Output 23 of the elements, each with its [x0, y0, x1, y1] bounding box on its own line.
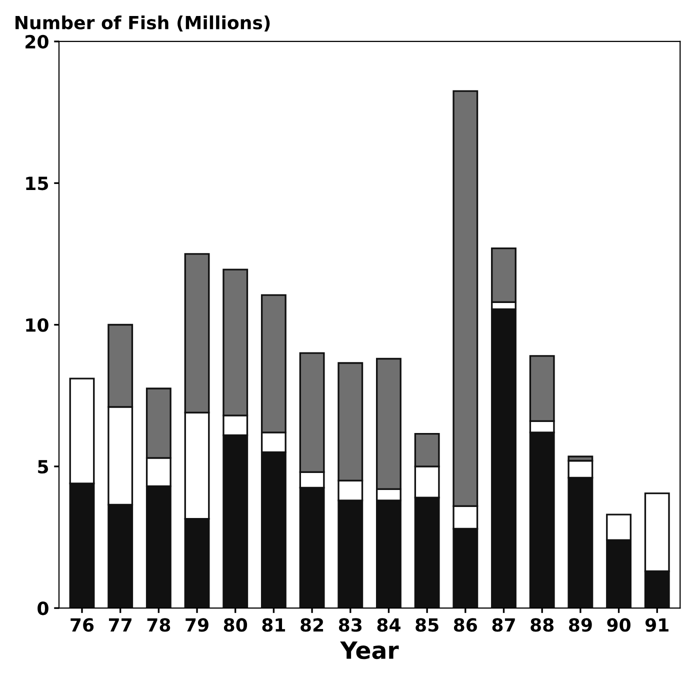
y-tick-label: 15 [26, 176, 48, 190]
x-tick-label: 80 [224, 618, 248, 632]
x-axis-title: Year [340, 642, 399, 660]
y-axis-title: Number of Fish (Millions) [16, 15, 270, 32]
x-tick-label: 82 [300, 618, 324, 632]
x-tick-label: 84 [377, 618, 400, 632]
x-tick-label: 89 [568, 618, 592, 632]
x-tick-label: 85 [416, 618, 438, 632]
x-tick-label: 87 [492, 618, 515, 632]
x-tick-label: 91 [645, 618, 668, 632]
x-tick-label: 90 [607, 618, 630, 632]
y-tick-label: 0 [38, 602, 48, 616]
x-tick-label: 79 [186, 618, 208, 632]
x-tick-label: 77 [108, 618, 132, 632]
x-tick-label: 81 [262, 618, 286, 632]
y-tick-label: 5 [38, 460, 48, 474]
x-tick-label: 86 [454, 618, 477, 632]
y-tick-label: 10 [26, 318, 48, 332]
x-tick-label: 78 [147, 618, 170, 632]
x-tick-label: 88 [530, 618, 554, 632]
y-tick-label: 20 [26, 34, 48, 49]
x-tick-label: 83 [338, 618, 362, 632]
x-tick-label: 76 [70, 618, 94, 632]
